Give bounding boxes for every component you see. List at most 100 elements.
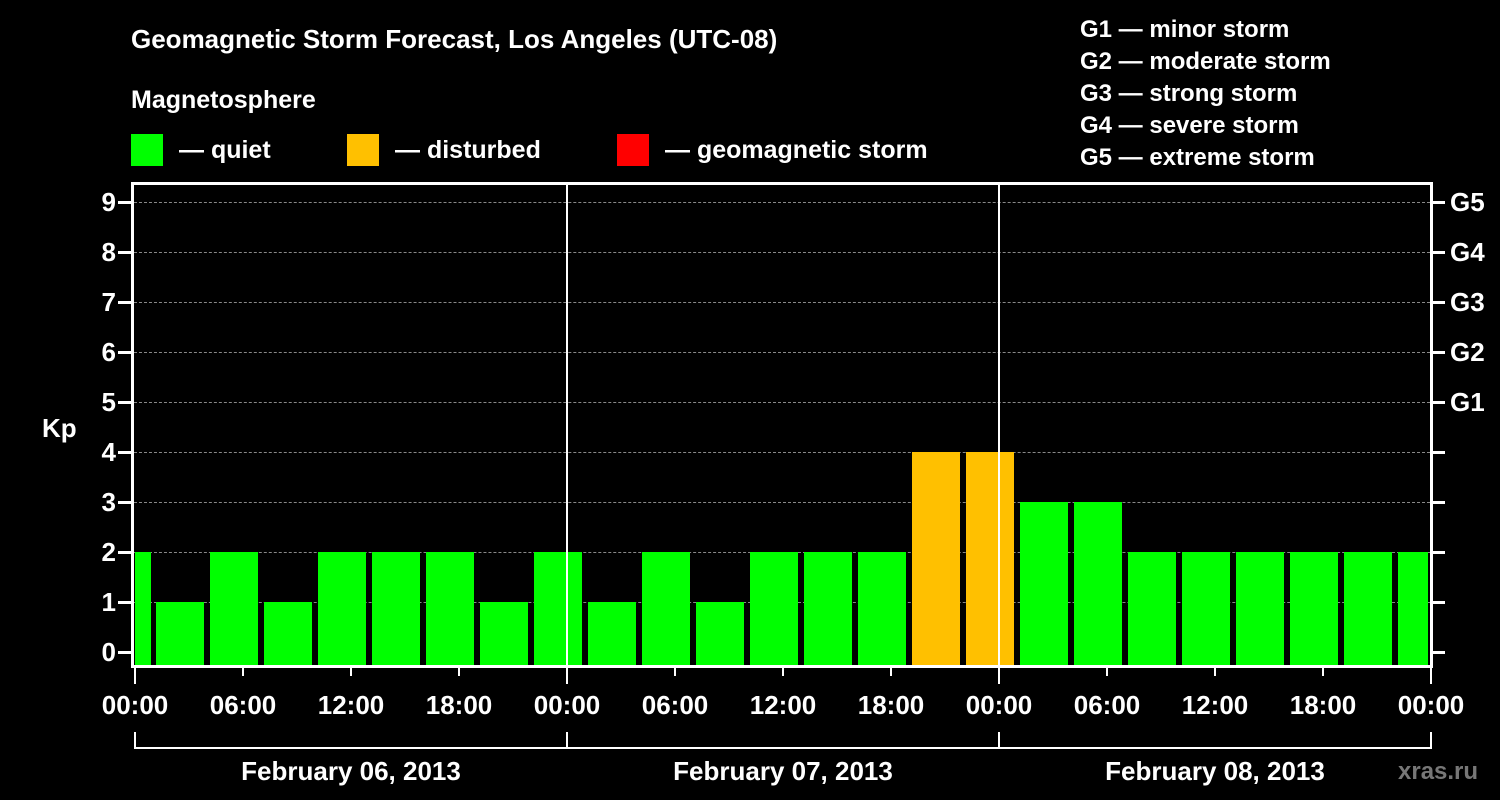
g-scale-label: G2	[1450, 337, 1485, 367]
day-label: February 08, 2013	[1105, 756, 1325, 786]
x-tick-label: 12:00	[317, 690, 385, 720]
kp-bar	[1074, 502, 1122, 668]
gridline	[134, 202, 1430, 203]
x-tick-label: 12:00	[1181, 690, 1249, 720]
x-tick-label: 12:00	[749, 690, 817, 720]
day-label: February 06, 2013	[241, 756, 461, 786]
storm-scale-g1: G1 — minor storm	[1080, 16, 1290, 43]
x-tick-label: 00:00	[965, 690, 1033, 720]
disturbed-swatch-icon	[347, 134, 379, 166]
day-separator	[998, 182, 1000, 668]
day-label: February 07, 2013	[673, 756, 893, 786]
g-scale-label: G5	[1450, 187, 1485, 217]
kp-bar	[426, 552, 474, 668]
x-tick	[458, 668, 460, 676]
storm-scale-g2: G2 — moderate storm	[1080, 48, 1331, 75]
kp-bar	[1020, 502, 1068, 668]
y-tick-right	[1433, 351, 1445, 354]
x-tick-label: 00:00	[1397, 690, 1465, 720]
y-tick-label: 5	[101, 387, 116, 417]
x-tick-label: 06:00	[209, 690, 277, 720]
y-tick	[118, 501, 131, 504]
kp-bar	[750, 552, 798, 668]
storm-scale-g3: G3 — strong storm	[1080, 80, 1298, 107]
x-tick	[782, 668, 784, 676]
y-tick-right	[1433, 451, 1445, 454]
y-tick-label: 4	[101, 437, 116, 467]
y-tick-right	[1433, 251, 1445, 254]
x-tick-label: 18:00	[857, 690, 925, 720]
x-tick-label: 00:00	[533, 690, 601, 720]
day-bracket	[135, 747, 1431, 749]
g-scale-label: G3	[1450, 287, 1485, 317]
y-tick	[118, 251, 131, 254]
storm-swatch-icon	[617, 134, 649, 166]
y-tick	[118, 351, 131, 354]
x-tick-label: 00:00	[101, 690, 169, 720]
x-tick	[1106, 668, 1108, 676]
legend-item-quiet: — quiet	[131, 134, 271, 166]
x-tick	[890, 668, 892, 676]
x-tick	[242, 668, 244, 676]
legend-item-storm: — geomagnetic storm	[617, 134, 928, 166]
kp-bar	[588, 602, 636, 668]
gridline	[134, 302, 1430, 303]
storm-scale-g5: G5 — extreme storm	[1080, 144, 1315, 171]
day-bracket-tick	[134, 732, 136, 749]
kp-bar	[210, 552, 258, 668]
x-tick-label: 06:00	[641, 690, 709, 720]
x-tick	[998, 668, 1000, 684]
kp-bar	[1344, 552, 1392, 668]
y-tick-right	[1433, 551, 1445, 554]
kp-bar	[696, 602, 744, 668]
x-tick	[1430, 668, 1432, 684]
y-tick	[118, 201, 131, 204]
legend-title: Magnetosphere	[131, 86, 316, 114]
y-tick-right	[1433, 501, 1445, 504]
storm-scale-legend: G1 — minor storm G2 — moderate storm G3 …	[1080, 14, 1331, 174]
gridline	[134, 352, 1430, 353]
gridline	[134, 452, 1430, 453]
kp-bar	[912, 452, 960, 668]
kp-bar	[372, 552, 420, 668]
y-tick-label: 9	[101, 187, 116, 217]
y-tick-label: 8	[101, 237, 116, 267]
kp-bar	[135, 552, 151, 668]
y-tick-right	[1433, 201, 1445, 204]
kp-bar	[1182, 552, 1230, 668]
y-tick	[118, 551, 131, 554]
legend-label: — quiet	[179, 135, 271, 164]
x-tick-label: 18:00	[1289, 690, 1357, 720]
y-tick-label: 0	[101, 637, 116, 667]
x-tick	[1214, 668, 1216, 676]
kp-bar	[534, 552, 582, 668]
kp-bar	[1128, 552, 1176, 668]
y-tick-label: 2	[101, 537, 116, 567]
kp-bar	[966, 452, 1014, 668]
y-tick	[118, 651, 131, 654]
y-tick-right	[1433, 651, 1445, 654]
y-tick	[118, 451, 131, 454]
kp-bar	[804, 552, 852, 668]
gridline	[134, 402, 1430, 403]
x-tick-label: 06:00	[1073, 690, 1141, 720]
x-tick	[134, 668, 136, 684]
legend-item-disturbed: — disturbed	[347, 134, 541, 166]
kp-bar	[264, 602, 312, 668]
gridline	[134, 502, 1430, 503]
y-tick-right	[1433, 301, 1445, 304]
day-bracket-tick	[566, 732, 568, 749]
legend-label: — disturbed	[395, 135, 541, 164]
kp-bar	[318, 552, 366, 668]
y-tick-right	[1433, 601, 1445, 604]
kp-bar	[1290, 552, 1338, 668]
x-tick-label: 18:00	[425, 690, 493, 720]
y-tick-label: 1	[101, 587, 116, 617]
y-tick-right	[1433, 401, 1445, 404]
kp-bar	[1236, 552, 1284, 668]
watermark: xras.ru	[1398, 758, 1479, 785]
y-axis-label: Kp	[42, 413, 77, 443]
kp-bar	[1398, 552, 1428, 668]
g-scale-label: G1	[1450, 387, 1485, 417]
x-tick	[566, 668, 568, 684]
